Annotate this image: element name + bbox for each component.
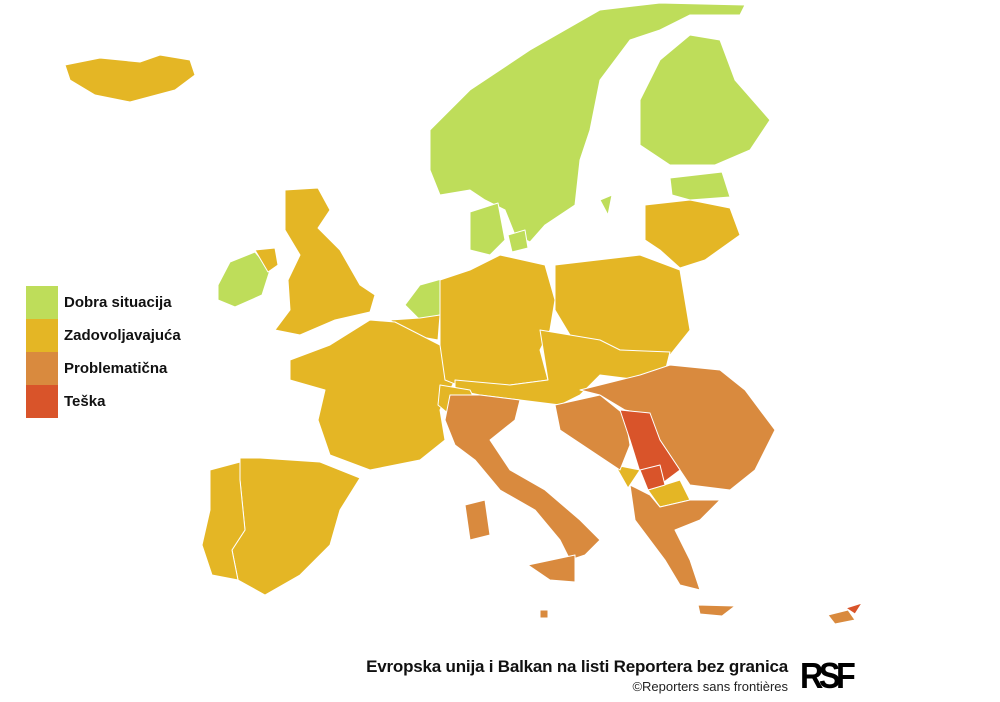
rsf-logo: RSF xyxy=(800,655,856,696)
region-central-europe[interactable] xyxy=(454,329,671,406)
region-albania-greece[interactable] xyxy=(629,484,721,591)
category-satisfactory xyxy=(64,54,741,596)
legend-label: Zadovoljavajuća xyxy=(64,327,181,344)
region-denmark[interactable] xyxy=(469,202,506,256)
map-caption: Evropska unija i Balkan na listi Reporte… xyxy=(366,657,788,694)
caption-credit: ©Reporters sans frontières xyxy=(632,679,788,694)
region-denmark-island[interactable] xyxy=(507,229,529,253)
category-good xyxy=(217,2,771,321)
legend-label: Problematična xyxy=(64,360,168,377)
region-germany[interactable] xyxy=(439,254,556,391)
legend-item-good: Dobra situacija xyxy=(26,286,181,319)
caption-title: Evropska unija i Balkan na listi Reporte… xyxy=(366,657,788,676)
region-sardinia[interactable] xyxy=(464,499,491,541)
region-malta[interactable] xyxy=(539,609,549,619)
legend-item-difficult: Teška xyxy=(26,385,181,418)
category-difficult xyxy=(619,409,863,615)
region-sicily[interactable] xyxy=(527,554,576,583)
region-western-balkans[interactable] xyxy=(554,394,631,471)
region-scandinavia[interactable] xyxy=(429,2,746,243)
category-problematic xyxy=(444,364,856,625)
region-uk[interactable] xyxy=(274,187,376,336)
region-northern-cyprus[interactable] xyxy=(845,602,863,615)
legend-item-problematic: Problematična xyxy=(26,352,181,385)
region-portugal[interactable] xyxy=(201,461,246,581)
region-kosovo[interactable] xyxy=(639,464,666,491)
region-northern-ireland[interactable] xyxy=(254,247,279,273)
region-iceland[interactable] xyxy=(64,54,196,103)
legend-swatch xyxy=(26,385,58,418)
map-legend: Dobra situacija Zadovoljavajuća Problema… xyxy=(26,286,181,418)
region-italy[interactable] xyxy=(444,394,601,561)
region-cyprus[interactable] xyxy=(827,609,856,625)
region-serbia[interactable] xyxy=(619,409,681,486)
legend-swatch xyxy=(26,286,58,319)
region-crete[interactable] xyxy=(697,604,736,617)
region-ireland[interactable] xyxy=(217,251,271,308)
region-france[interactable] xyxy=(289,319,456,471)
region-estonia[interactable] xyxy=(669,171,731,201)
legend-label: Teška xyxy=(64,393,106,410)
region-spain[interactable] xyxy=(231,457,361,596)
legend-swatch xyxy=(26,352,58,385)
region-montenegro[interactable] xyxy=(614,464,641,489)
legend-item-satisfactory: Zadovoljavajuća xyxy=(26,319,181,352)
legend-label: Dobra situacija xyxy=(64,294,172,311)
region-baltics[interactable] xyxy=(644,199,741,269)
legend-swatch xyxy=(26,319,58,352)
region-gotland[interactable] xyxy=(599,194,613,216)
region-finland[interactable] xyxy=(639,34,771,166)
